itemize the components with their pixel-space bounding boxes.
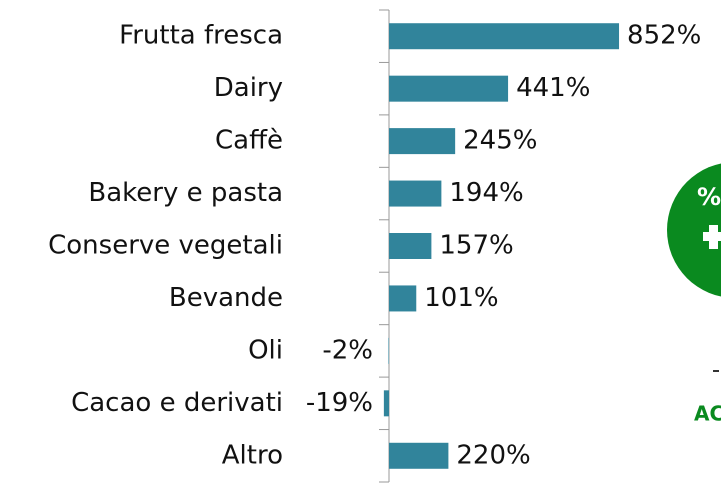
badge-symbol: % [697,183,721,211]
value-label: 245% [463,126,537,156]
bar [389,75,509,102]
bar [389,180,442,207]
value-label: 194% [449,178,523,208]
category-label: Bevande [169,283,283,313]
value-label: -2% [322,335,373,365]
badge-dash [713,370,719,372]
badge-plus-v [709,225,718,249]
value-label: 101% [424,283,498,313]
category-label: Frutta fresca [119,21,283,51]
value-label: -19% [306,388,373,418]
value-label: 157% [439,231,513,261]
bar [389,442,449,469]
category-label: Altro [222,440,283,470]
value-label: 220% [456,440,530,470]
category-label: Cacao e derivati [71,388,283,418]
bar [383,390,389,417]
bar [389,23,620,50]
value-label: 441% [516,73,590,103]
category-label: Conserve vegetali [48,231,283,261]
value-label: 852% [627,21,701,51]
category-label: Caffè [215,126,283,156]
bar [389,128,456,155]
badge-label: AC [694,402,721,426]
bar [389,233,432,259]
category-label: Dairy [214,73,283,103]
bar [388,337,389,364]
category-label: Bakery e pasta [88,178,283,208]
bar [389,285,417,312]
category-label: Oli [248,335,283,365]
badge-circle [667,163,721,297]
